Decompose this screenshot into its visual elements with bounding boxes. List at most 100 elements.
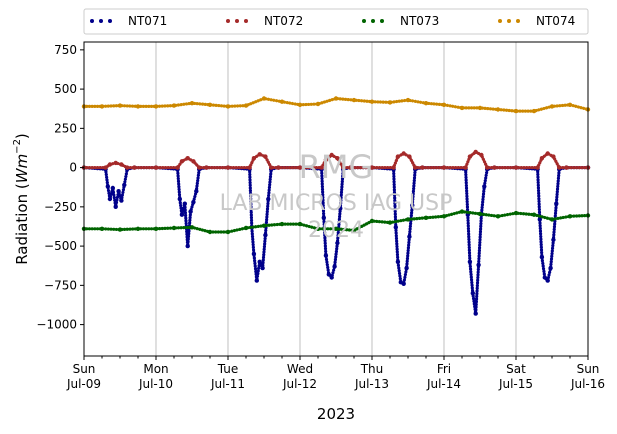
data-point — [401, 281, 406, 286]
data-point — [341, 165, 346, 170]
data-point — [257, 259, 262, 264]
data-point — [257, 152, 262, 157]
data-point — [495, 214, 501, 219]
data-point — [119, 162, 124, 167]
x-tick-label-date: Jul-12 — [282, 377, 317, 391]
data-point — [329, 152, 334, 158]
legend-marker — [108, 19, 112, 23]
data-point — [539, 254, 545, 260]
data-point — [269, 165, 274, 170]
y-tick-label: 500 — [54, 82, 77, 96]
data-point — [171, 225, 177, 231]
data-point — [207, 102, 213, 108]
data-point — [105, 184, 111, 189]
grid-lines — [155, 42, 517, 356]
data-point — [276, 165, 281, 170]
data-point — [225, 229, 231, 235]
data-point — [182, 201, 187, 206]
data-point — [315, 101, 321, 107]
data-point — [319, 165, 324, 170]
legend-label: NT074 — [536, 14, 575, 28]
data-point — [395, 259, 401, 264]
y-axis-label: Radiation (Wm−2) — [12, 133, 31, 265]
watermark-line-1: RMG — [299, 148, 374, 186]
data-point — [395, 154, 401, 159]
data-point — [335, 240, 340, 246]
legend-marker — [99, 19, 103, 23]
x-tick-label-day: Fri — [437, 362, 451, 376]
data-point — [401, 151, 406, 156]
data-point — [338, 206, 343, 211]
legend-label: NT072 — [264, 14, 303, 28]
data-point — [188, 209, 193, 214]
data-point — [423, 101, 429, 106]
data-point — [548, 265, 553, 271]
data-point — [567, 102, 573, 108]
data-point — [329, 275, 334, 280]
legend-marker — [244, 19, 248, 23]
data-point — [557, 165, 562, 170]
data-point — [107, 162, 113, 167]
data-point — [348, 165, 353, 170]
x-tick-label-day: Tue — [217, 362, 239, 376]
data-point — [351, 228, 357, 233]
legend-label: NT073 — [400, 14, 439, 28]
data-point — [263, 154, 268, 159]
data-point — [247, 165, 252, 170]
data-point — [321, 215, 326, 220]
data-point — [335, 156, 340, 161]
data-point — [297, 221, 303, 227]
data-point — [564, 165, 569, 170]
data-point — [117, 227, 123, 232]
y-axis-label-suffix: ) — [13, 133, 31, 139]
legend-marker — [380, 19, 384, 23]
data-point — [463, 165, 468, 170]
data-point — [369, 165, 375, 170]
data-point — [323, 157, 329, 162]
series-NT074 — [81, 96, 591, 114]
watermark-line-3: 2024 — [308, 218, 364, 243]
data-point — [279, 99, 285, 104]
data-point — [135, 226, 141, 231]
data-point — [243, 103, 249, 108]
data-point — [185, 156, 190, 161]
data-point — [407, 234, 412, 239]
x-tick-label-date: Jul-10 — [138, 377, 173, 391]
data-point — [132, 165, 137, 170]
x-tick-label-date: Jul-15 — [498, 377, 533, 391]
data-point — [467, 154, 473, 159]
x-tick-label-date: Jul-13 — [354, 377, 389, 391]
data-point — [549, 104, 555, 109]
legend-frame — [83, 8, 589, 35]
data-point — [266, 196, 271, 202]
data-point — [122, 182, 127, 188]
data-point — [110, 185, 116, 191]
data-point — [315, 226, 321, 231]
data-point — [531, 212, 537, 217]
data-point — [492, 165, 497, 170]
x-tick-label-date: Jul-14 — [426, 377, 461, 391]
x-tick-label-day: Mon — [143, 362, 168, 376]
data-point — [194, 189, 199, 194]
watermark: RMG LAB MICROS IAG USP 2024 — [220, 148, 453, 243]
data-point — [333, 226, 339, 231]
data-point — [351, 97, 357, 103]
data-point — [153, 226, 159, 231]
data-point — [473, 149, 478, 155]
y-axis-label-unit: Wm — [13, 154, 31, 183]
data-point — [125, 165, 130, 170]
data-point — [179, 212, 185, 217]
x-axis-ticks: SunJul-09MonJul-10TueJul-11WedJul-12ThuJ… — [66, 356, 605, 391]
data-point — [459, 105, 465, 111]
legend-marker — [516, 19, 520, 23]
data-point — [477, 211, 483, 217]
data-point — [545, 278, 550, 283]
data-point — [191, 159, 196, 164]
legend-marker — [371, 19, 375, 23]
data-point — [513, 210, 519, 216]
y-tick-label: −750 — [44, 278, 77, 292]
data-point — [103, 165, 108, 170]
data-point — [485, 165, 490, 170]
data-point — [153, 165, 159, 170]
data-point — [549, 217, 555, 222]
